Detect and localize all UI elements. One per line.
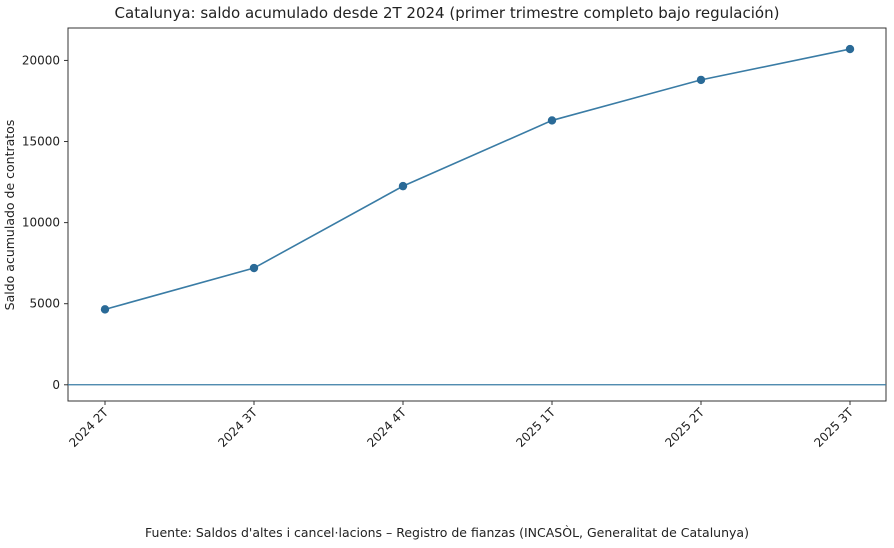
data-point — [249, 263, 259, 273]
y-tick-label: 0 — [52, 378, 60, 392]
x-tick-label: 2024 2T — [66, 405, 111, 450]
y-axis: 0 5000 10000 15000 20000 — [22, 53, 68, 392]
plot-frame — [67, 27, 887, 402]
y-tick-label: 10000 — [22, 216, 60, 230]
data-point — [100, 305, 110, 314]
chart-title: Catalunya: saldo acumulado desde 2T 2024… — [114, 4, 780, 22]
y-tick-label: 20000 — [22, 53, 60, 67]
x-tick-label: 2025 1T — [513, 405, 558, 450]
x-tick-label: 2024 4T — [364, 405, 409, 450]
x-tick-label: 2025 2T — [662, 405, 707, 450]
data-point — [398, 181, 408, 191]
y-tick-label: 15000 — [22, 135, 60, 149]
data-point — [547, 116, 557, 125]
source-footer: Fuente: Saldos d'altes i cancel·lacions … — [145, 525, 749, 540]
x-axis: 2024 2T 2024 3T 2024 4T 2025 1T 2025 2T 2025 … — [66, 401, 857, 450]
y-axis-label: Saldo acumulado de contratos — [2, 120, 17, 311]
y-tick-label: 5000 — [29, 297, 60, 311]
series-group — [100, 44, 855, 314]
data-point — [845, 44, 855, 54]
plot-area-border — [67, 27, 887, 402]
x-tick-label: 2024 3T — [215, 405, 260, 450]
data-point — [696, 75, 706, 85]
series-line — [104, 48, 851, 311]
x-tick-label: 2025 3T — [811, 405, 856, 450]
